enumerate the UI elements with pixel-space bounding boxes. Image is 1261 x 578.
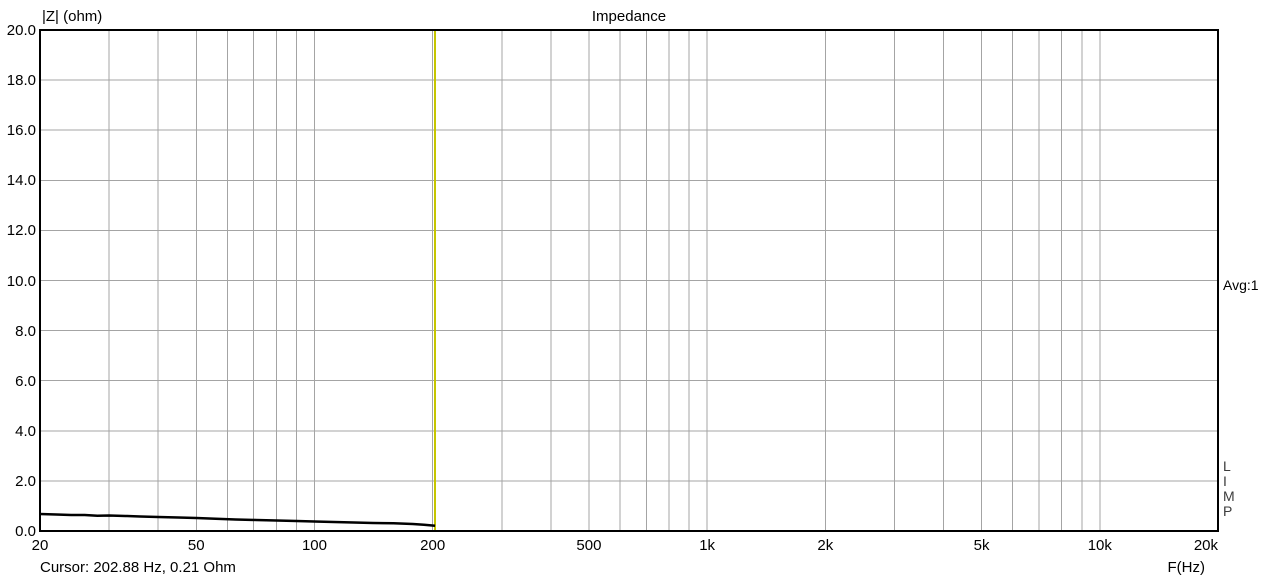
watermark-letter: M [1223,488,1235,504]
x-axis-title: F(Hz) [1167,559,1206,576]
y-tick-label: 0.0 [15,523,36,540]
watermark-letter: L [1223,458,1231,474]
impedance-trace [39,512,436,527]
x-tick-label: 20k [1193,537,1218,554]
y-tick-label: 16.0 [6,122,36,140]
y-tick-label: 14.0 [6,172,36,190]
chart-title: Impedance [591,8,667,25]
cursor-readout: Cursor: 202.88 Hz, 0.21 Ohm [40,559,236,576]
watermark-letter: I [1223,473,1227,489]
y-tick-label: 6.0 [15,372,36,390]
y-tick-label: 18.0 [6,72,36,90]
x-tick-label: 20 [31,537,49,554]
x-tick-label: 5k [973,537,990,554]
y-tick-label: 10.0 [6,272,36,290]
y-tick-label: 8.0 [15,322,36,340]
y-axis-title: |Z| (ohm) [42,8,103,25]
averages-count-label: Avg:1 [1223,277,1259,293]
y-tick-label: 2.0 [15,472,36,490]
plot-border [39,29,1219,532]
x-tick-label: 10k [1087,537,1112,554]
watermark-letter: P [1223,503,1233,519]
x-tick-label: 100 [301,537,327,554]
x-tick-label: 1k [699,537,716,554]
x-tick-label: 50 [187,537,205,554]
y-tick-label: 20.0 [6,22,36,39]
y-tick-label: 4.0 [15,422,36,440]
x-tick-label: 200 [420,537,446,554]
x-tick-label: 2k [817,537,834,554]
y-tick-label: 12.0 [6,222,36,240]
x-tick-label: 500 [576,537,602,554]
